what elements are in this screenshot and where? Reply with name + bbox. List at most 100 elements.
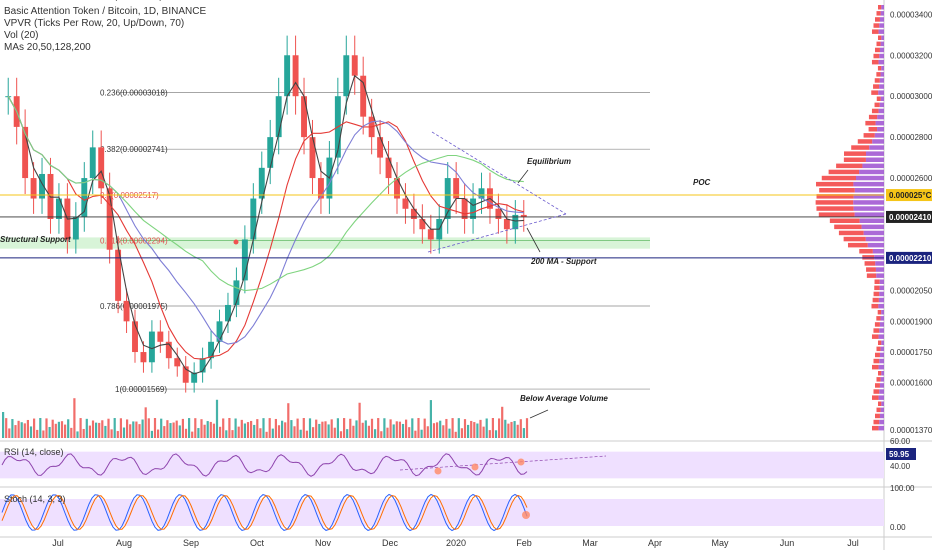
volume-bar	[274, 418, 277, 438]
stoch-marker	[522, 511, 530, 519]
ma50-line	[7, 95, 524, 360]
volume-bar	[256, 419, 259, 438]
vpvr-bar-up	[874, 255, 884, 260]
vpvr-bar-down	[874, 322, 880, 327]
vpvr-bar-up	[878, 364, 884, 370]
annotation-200ma-support: 200 MA - Support	[530, 257, 597, 266]
volume-bar	[299, 429, 302, 438]
vpvr-bar-down	[828, 169, 860, 175]
candle-body	[444, 178, 451, 219]
volume-bar	[122, 427, 126, 438]
volume-bar	[67, 419, 70, 438]
volume-bar	[14, 425, 17, 438]
time-tick-label: Jun	[780, 538, 795, 548]
vpvr-bar-down	[871, 334, 879, 339]
vpvr-bar-down	[874, 78, 880, 83]
volume-bar	[312, 427, 315, 438]
vpvr-bar-up	[879, 84, 884, 89]
time-tick-label: Apr	[648, 538, 662, 548]
rsi-marker	[517, 458, 525, 466]
candle-body	[377, 137, 384, 158]
time-tick-label: Nov	[315, 538, 332, 548]
volume-bar	[361, 422, 364, 438]
annotation-poc: POC	[693, 178, 711, 187]
volume-bar	[296, 418, 299, 438]
volume-bar	[504, 419, 507, 438]
volume-bar	[110, 429, 113, 438]
volume-bar	[231, 430, 234, 438]
candle-body	[165, 341, 172, 359]
candle-body	[512, 214, 519, 230]
annotation-structural-support: Structural Support	[0, 235, 71, 244]
volume-bar	[408, 427, 411, 438]
vpvr-bar-up	[861, 224, 884, 230]
volume-bar	[163, 426, 166, 438]
vpvr-bar-up	[853, 200, 884, 205]
vpvr-bar-down	[844, 151, 867, 156]
fib-label: 0.786(0.00001975)	[100, 302, 168, 311]
volume-bar	[460, 428, 463, 438]
volume-bar	[144, 407, 147, 438]
fib-label: 1(0.00001569)	[115, 385, 167, 394]
vpvr-bar-down	[875, 413, 880, 419]
volume-bar	[160, 418, 163, 438]
volume-bar	[42, 430, 45, 438]
volume-bar	[507, 423, 510, 438]
vpvr-bar-down	[862, 255, 875, 260]
vpvr-bar-up	[869, 145, 884, 150]
volume-bar	[215, 399, 219, 438]
vpvr-bar-up	[878, 395, 884, 400]
candle-body	[72, 216, 79, 240]
price-tick-label: 0.00002800	[890, 133, 932, 142]
volume-bar	[485, 418, 488, 438]
candle-body	[495, 208, 502, 219]
volume-bar	[175, 420, 178, 438]
candle-body	[132, 321, 138, 353]
candle-body	[275, 96, 282, 138]
price-badge	[886, 189, 932, 202]
vpvr-bar-down	[851, 145, 870, 150]
volume-bar	[488, 430, 491, 438]
time-tick-label: Jul	[52, 538, 64, 548]
vpvr-bar-down	[816, 194, 854, 199]
vpvr-bar-up	[881, 66, 884, 71]
volume-bar	[352, 425, 355, 438]
vpvr-bar-down	[843, 157, 866, 162]
volume-bar	[259, 428, 262, 438]
vpvr-bar-down	[876, 346, 881, 352]
volume-bar	[293, 426, 296, 438]
rsi-trendline	[399, 455, 607, 471]
volume-bar	[395, 421, 398, 438]
volume-bar	[349, 418, 352, 438]
volume-bars	[2, 398, 529, 438]
volume-bar	[333, 427, 336, 438]
vpvr-bar-down	[872, 395, 879, 400]
vpvr-bar-up	[866, 151, 884, 156]
rsi-band	[0, 451, 884, 479]
candle-body	[292, 55, 299, 97]
volume-bar	[129, 424, 132, 438]
volume-bar	[386, 427, 389, 438]
rsi-value: 59.95	[889, 450, 910, 459]
volume-bar	[172, 422, 175, 438]
vpvr-bar-up	[879, 389, 884, 394]
volume-bar	[243, 423, 246, 438]
vpvr-bar-down	[874, 17, 880, 22]
volume-bar	[36, 429, 39, 438]
volume-bar	[191, 431, 194, 438]
rsi-pane: 59.95 60.00 40.00	[0, 437, 916, 479]
volume-bar	[467, 424, 470, 438]
vpvr-bar-down	[834, 224, 862, 230]
triangle-lower	[427, 213, 567, 253]
volume-bar	[132, 421, 135, 438]
vpvr-bar-up	[853, 194, 884, 199]
rsi-marker	[471, 463, 479, 471]
annotation-equilibrium: Equilibrium	[527, 157, 571, 166]
volume-bar	[268, 418, 271, 438]
volume-bar	[219, 426, 222, 438]
volume-bar	[250, 420, 253, 438]
vpvr-bar-down	[876, 72, 881, 77]
candle-body	[394, 178, 400, 199]
